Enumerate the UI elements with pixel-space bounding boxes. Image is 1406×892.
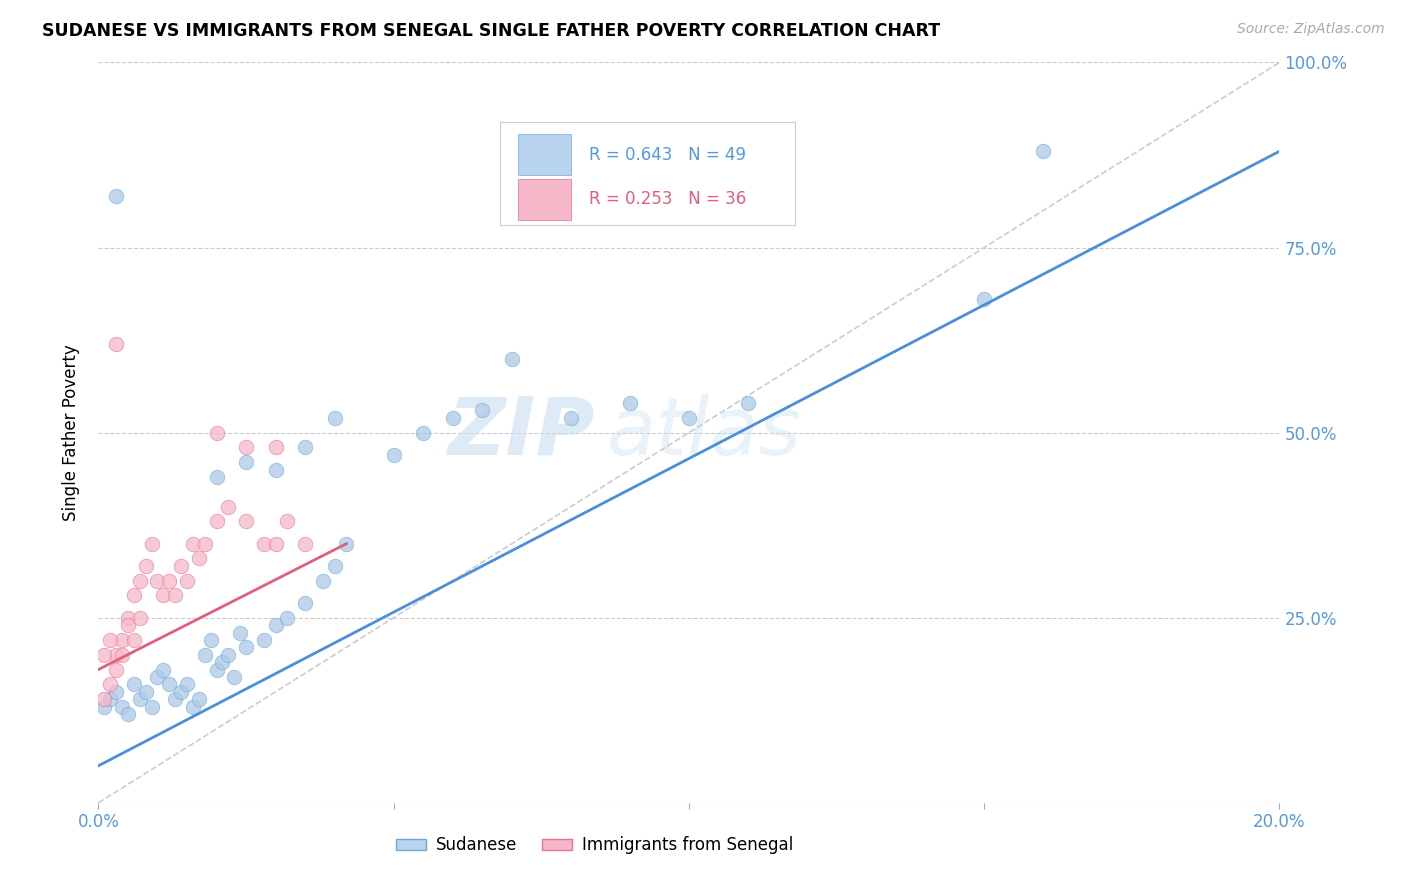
Point <box>501 351 523 366</box>
Point <box>973 293 995 307</box>
Point <box>165 692 187 706</box>
Point <box>146 670 169 684</box>
Point <box>441 410 464 425</box>
FancyBboxPatch shape <box>517 179 571 219</box>
Point <box>678 410 700 425</box>
Point <box>264 618 287 632</box>
Point <box>117 610 139 624</box>
Point <box>170 558 193 573</box>
Point <box>98 692 121 706</box>
Point <box>176 677 198 691</box>
Point <box>165 589 187 603</box>
Point <box>205 515 228 529</box>
Point <box>111 699 134 714</box>
Point <box>619 396 641 410</box>
Legend: Sudanese, Immigrants from Senegal: Sudanese, Immigrants from Senegal <box>389 830 800 861</box>
Point <box>194 648 217 662</box>
Point <box>111 648 134 662</box>
Point <box>157 574 180 588</box>
Text: Source: ZipAtlas.com: Source: ZipAtlas.com <box>1237 22 1385 37</box>
Point <box>141 699 163 714</box>
Point <box>187 551 209 566</box>
Point <box>98 632 121 647</box>
Point <box>217 648 239 662</box>
Point <box>135 685 157 699</box>
Point <box>294 596 316 610</box>
Point <box>264 441 287 455</box>
Point <box>181 699 204 714</box>
Y-axis label: Single Father Poverty: Single Father Poverty <box>62 344 80 521</box>
Point <box>205 470 228 484</box>
Point <box>323 410 346 425</box>
Point <box>105 685 128 699</box>
Text: ZIP: ZIP <box>447 393 595 472</box>
Point <box>93 699 115 714</box>
Point <box>294 536 316 550</box>
Point <box>194 536 217 550</box>
Point <box>170 685 193 699</box>
Point <box>93 648 115 662</box>
Point <box>200 632 222 647</box>
Point <box>122 632 145 647</box>
Point <box>98 677 121 691</box>
Point <box>111 632 134 647</box>
Point <box>105 188 128 202</box>
Point <box>122 677 145 691</box>
Point <box>211 655 233 669</box>
Point <box>235 515 257 529</box>
Point <box>146 574 169 588</box>
Point <box>117 618 139 632</box>
Point <box>93 692 115 706</box>
Text: SUDANESE VS IMMIGRANTS FROM SENEGAL SINGLE FATHER POVERTY CORRELATION CHART: SUDANESE VS IMMIGRANTS FROM SENEGAL SING… <box>42 22 941 40</box>
Point <box>276 515 298 529</box>
Point <box>152 663 174 677</box>
Point <box>157 677 180 691</box>
Point <box>737 396 759 410</box>
Point <box>117 706 139 721</box>
Point <box>253 536 276 550</box>
Point <box>235 455 257 469</box>
Point <box>152 589 174 603</box>
Point <box>176 574 198 588</box>
Point <box>294 441 316 455</box>
FancyBboxPatch shape <box>501 121 796 226</box>
Point <box>323 558 346 573</box>
Point <box>122 589 145 603</box>
Point <box>312 574 335 588</box>
Point <box>382 448 405 462</box>
Point <box>235 441 257 455</box>
Point <box>205 663 228 677</box>
Point <box>264 536 287 550</box>
Text: R = 0.253   N = 36: R = 0.253 N = 36 <box>589 190 745 209</box>
Point <box>105 663 128 677</box>
Point <box>187 692 209 706</box>
Point <box>253 632 276 647</box>
Text: atlas: atlas <box>606 393 801 472</box>
Point <box>205 425 228 440</box>
Point <box>229 625 252 640</box>
Point <box>1032 145 1054 159</box>
FancyBboxPatch shape <box>517 135 571 175</box>
Point <box>128 610 150 624</box>
Point <box>224 670 246 684</box>
Point <box>217 500 239 514</box>
Point <box>128 574 150 588</box>
Point <box>135 558 157 573</box>
Point <box>235 640 257 655</box>
Point <box>264 462 287 476</box>
Point <box>471 403 494 417</box>
Point <box>412 425 434 440</box>
Point <box>276 610 298 624</box>
Point <box>105 648 128 662</box>
Point <box>128 692 150 706</box>
Point <box>181 536 204 550</box>
Point <box>560 410 582 425</box>
Point <box>105 336 128 351</box>
Point <box>141 536 163 550</box>
Text: R = 0.643   N = 49: R = 0.643 N = 49 <box>589 145 745 164</box>
Point <box>335 536 357 550</box>
